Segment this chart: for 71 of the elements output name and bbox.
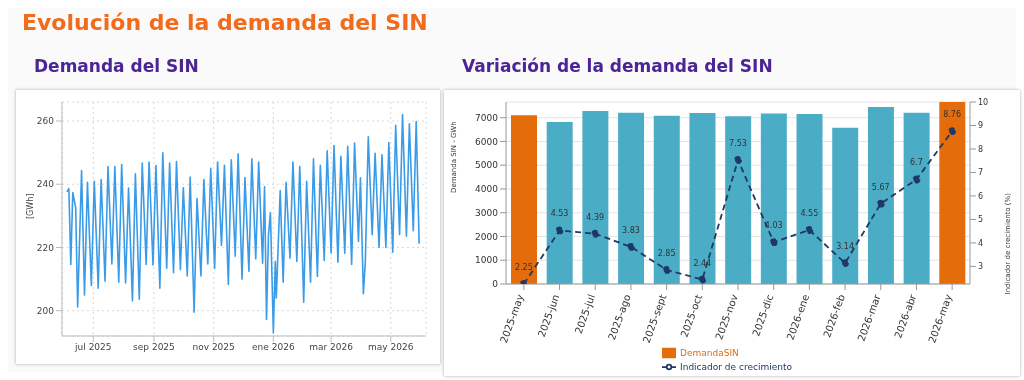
bar: [653, 115, 680, 284]
point: [948, 127, 957, 136]
y-tick-label: 220: [36, 242, 55, 253]
data-label: 2.25: [514, 263, 533, 272]
data-label: 5.67: [871, 182, 890, 192]
data-label: 8.76: [943, 110, 962, 120]
bar: [796, 114, 823, 284]
data-label: 2.44: [693, 258, 712, 268]
point: [555, 226, 564, 235]
y-axis-title: [GWh]: [25, 193, 35, 219]
x-tick-label: mar 2026: [309, 342, 354, 353]
point: [734, 156, 742, 164]
bar: [832, 127, 859, 284]
point: [698, 275, 707, 284]
y-tick-label: 200: [36, 305, 55, 316]
y2-tick-label: 5: [978, 215, 984, 225]
point: [876, 199, 885, 208]
x-tick-label: may 2026: [368, 342, 414, 353]
data-label: 4.53: [550, 209, 569, 219]
text: Evolución de la demanda del SIN: [22, 10, 428, 35]
x-tick-label: jul 2025: [74, 342, 112, 353]
y2-tick-label: 4: [978, 238, 984, 248]
bar: [760, 113, 787, 284]
data-label: 4.55: [800, 208, 819, 218]
bar: [867, 106, 894, 284]
data-label: 4.39: [586, 212, 605, 222]
y-tick-label: 4000: [475, 184, 499, 195]
legend-label: Indicador de crecimiento: [680, 361, 792, 372]
legend-label: DemandaSIN: [680, 347, 739, 358]
y-tick-label: 6000: [475, 136, 499, 147]
point: [841, 259, 849, 267]
point: [912, 175, 921, 184]
y2-tick-label: 7: [978, 168, 984, 178]
bar: [725, 116, 752, 284]
point: [805, 226, 814, 234]
y-tick-label: 0: [492, 279, 499, 290]
bar: [618, 112, 645, 284]
point: [662, 266, 671, 274]
point: [769, 238, 778, 247]
y2-tick-label: 3: [978, 262, 984, 272]
y-tick-label: 5000: [475, 160, 499, 171]
bar: [546, 121, 573, 284]
data-label: 3.14: [836, 242, 854, 252]
y2-tick-label: 10: [978, 97, 989, 107]
y2-tick-label: 8: [978, 144, 984, 154]
y-tick-label: 7000: [475, 112, 499, 123]
y2-tick-label: 9: [978, 121, 984, 131]
bar: [903, 112, 930, 284]
bar: [511, 115, 537, 284]
data-label: 3.83: [622, 225, 640, 235]
y-tick-label: 3000: [475, 207, 499, 218]
y-tick-label: 240: [36, 179, 55, 190]
point: [627, 243, 635, 251]
x-tick-label: sep 2025: [133, 342, 175, 353]
chart-title: Variación de la demanda del SIN: [462, 56, 774, 78]
y2-tick-label: 6: [978, 191, 984, 201]
point: [591, 229, 600, 238]
bar: [689, 112, 716, 284]
line-series: [66, 113, 420, 334]
x-tick-label: ene 2026: [252, 342, 295, 353]
data-label: 2.85: [657, 248, 676, 258]
bar: [582, 111, 609, 284]
y-tick-label: 1000: [475, 255, 499, 266]
data-label: 7.53: [729, 139, 747, 149]
y-tick-label: 260: [36, 116, 55, 127]
bar: [939, 102, 966, 284]
chart-title: Demanda del SIN: [34, 56, 200, 78]
y-tick-label: 2000: [475, 231, 499, 242]
x-tick-label: nov 2025: [192, 342, 235, 353]
data-label: 6.7: [910, 158, 923, 168]
data-label: 4.03: [764, 221, 783, 231]
